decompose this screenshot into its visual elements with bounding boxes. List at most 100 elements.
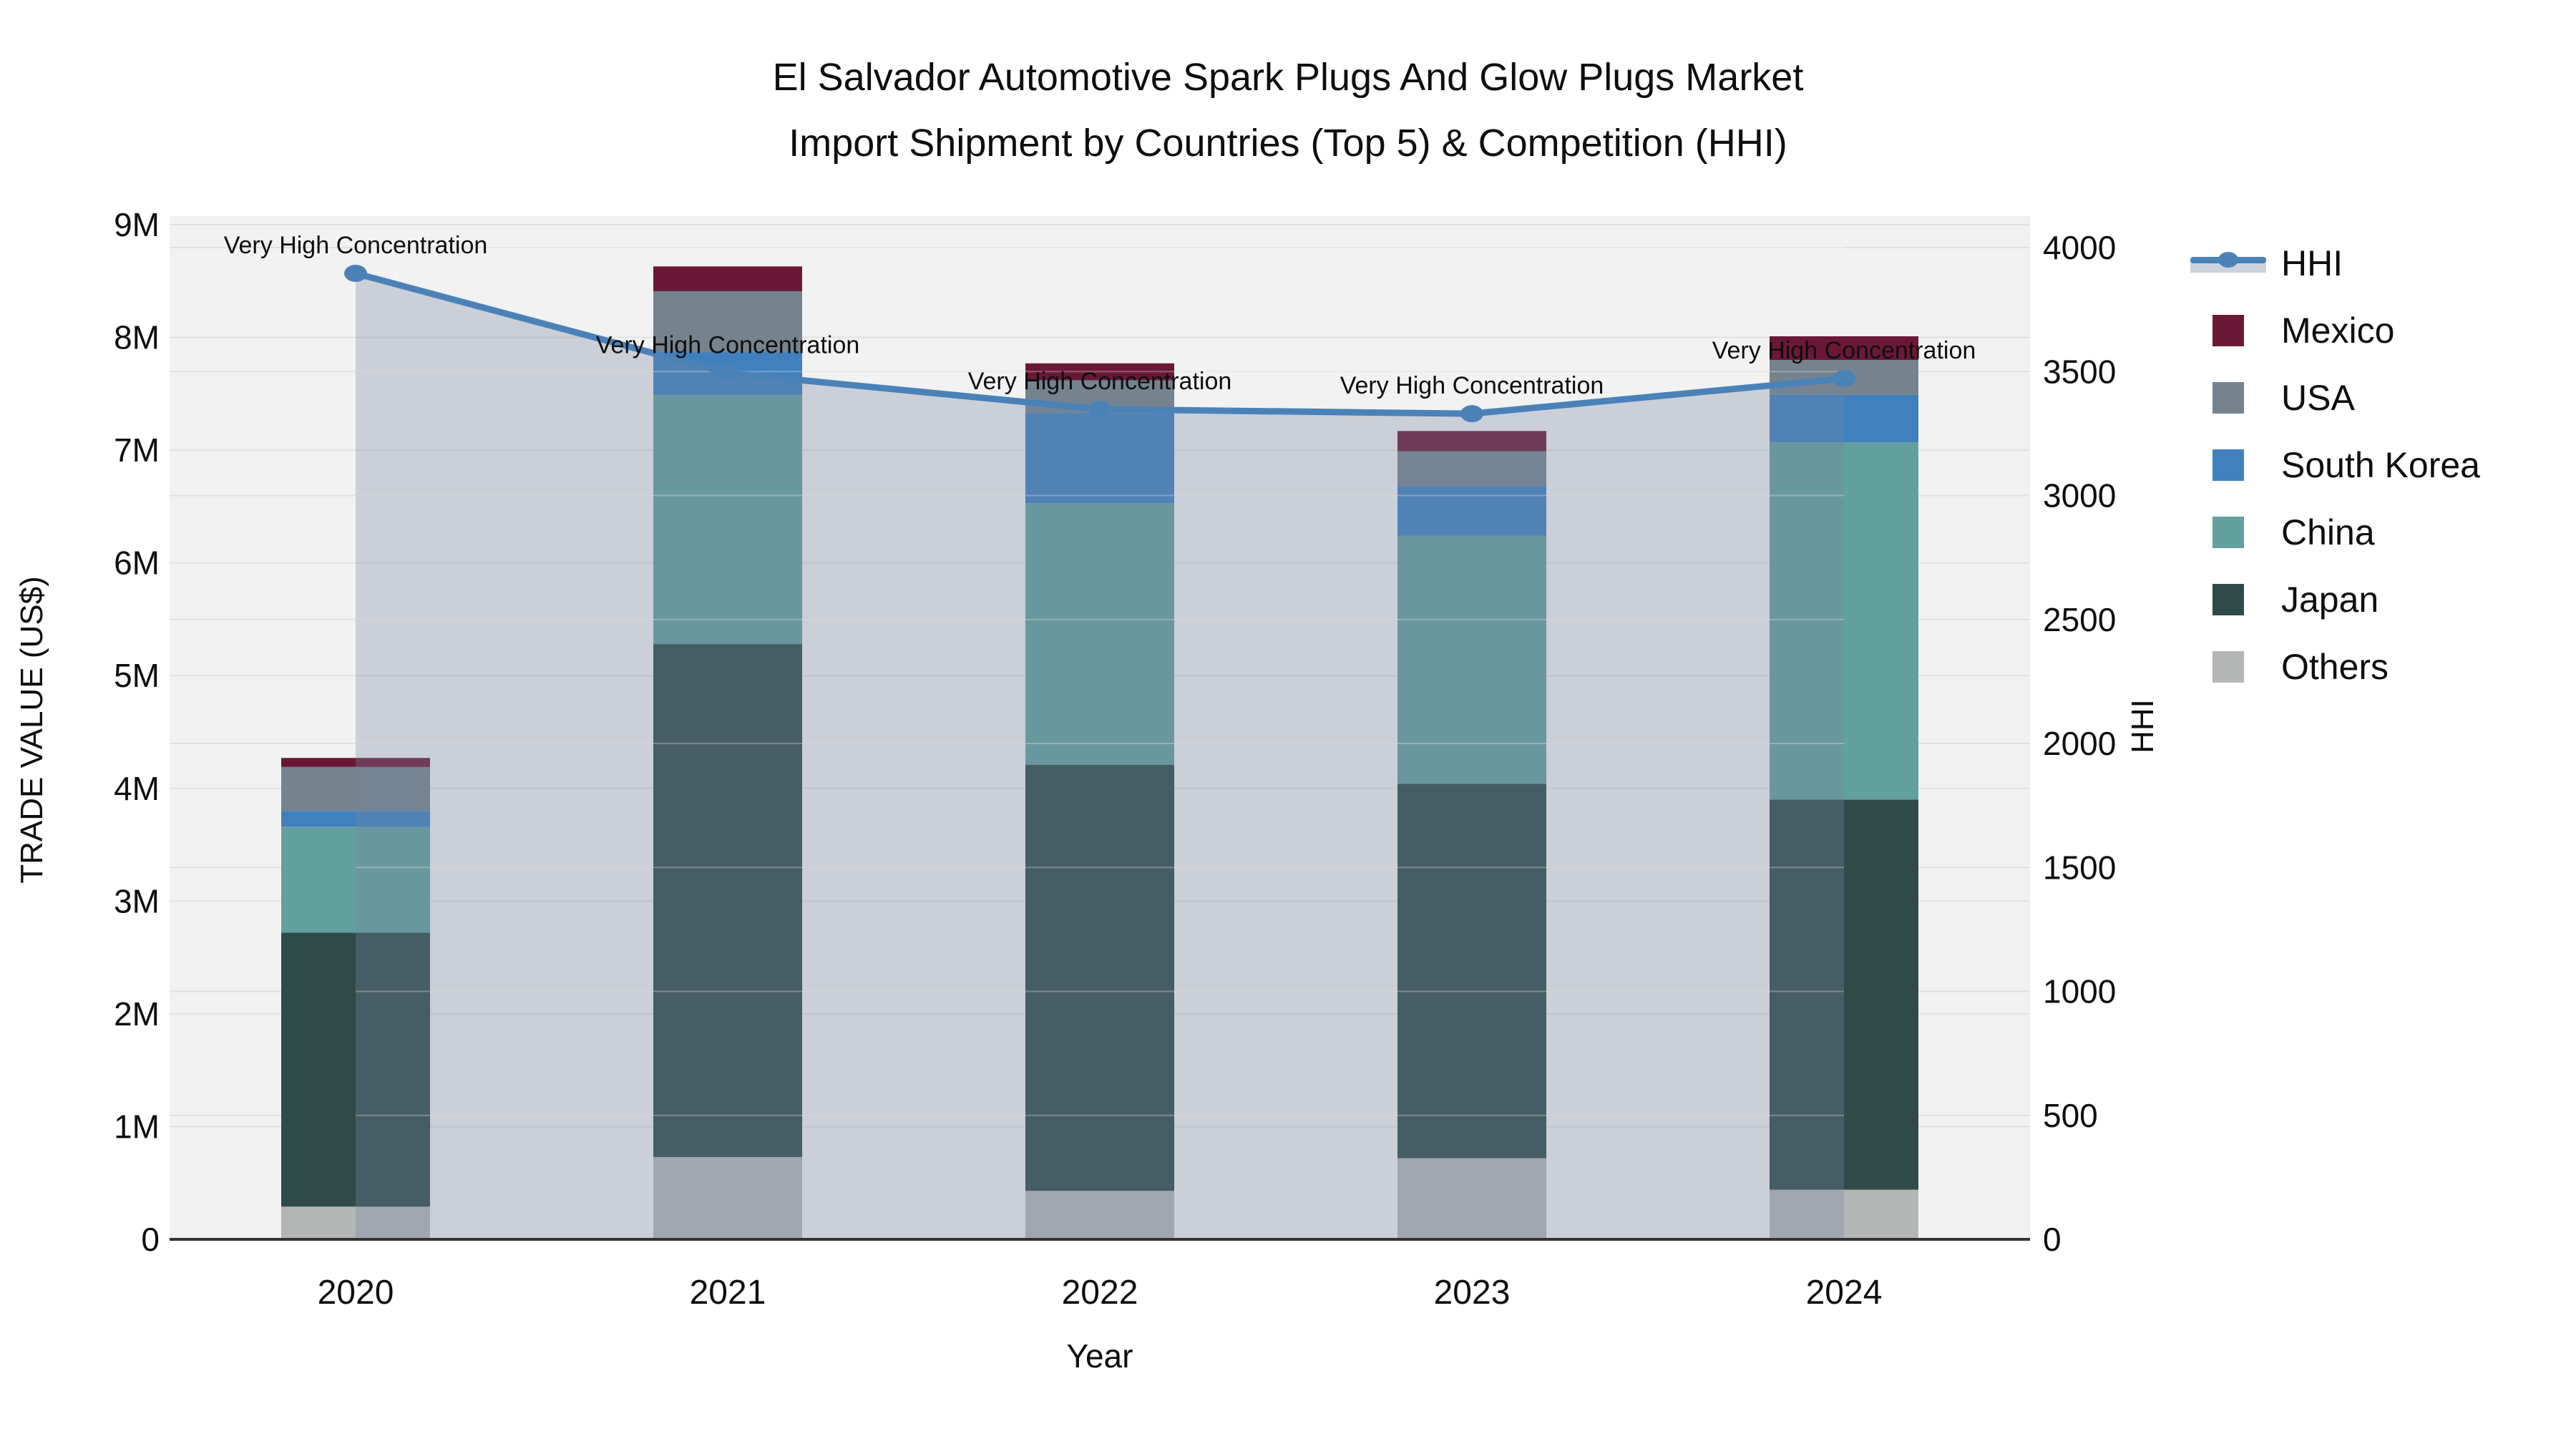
bar-segment-south-korea bbox=[1025, 413, 1174, 504]
legend-color-icon bbox=[2212, 584, 2244, 615]
y-right-tick-label: 1000 bbox=[2043, 973, 2116, 1010]
hhi-area-fill bbox=[356, 273, 1844, 1239]
y-left-tick-label: 7M bbox=[114, 431, 160, 469]
hhi-annotation: Very High Concentration bbox=[1340, 372, 1604, 399]
y-left-tick-label: 9M bbox=[114, 206, 160, 243]
legend-item-japan: Japan bbox=[2188, 566, 2480, 633]
legend-label: Japan bbox=[2281, 580, 2379, 620]
bar-segment-china bbox=[1025, 503, 1174, 765]
y-axis-title-right: HHI bbox=[2125, 699, 2160, 753]
bar-segment-others bbox=[1397, 1158, 1546, 1239]
hhi-dot-icon bbox=[2218, 252, 2238, 268]
legend-label: Mexico bbox=[2281, 311, 2395, 351]
hhi-annotation: Very High Concentration bbox=[224, 232, 488, 259]
legend: HHI Mexico USA South Korea China Japan Others bbox=[2188, 230, 2480, 701]
y-right-tick-label: 0 bbox=[2043, 1221, 2062, 1258]
x-tick-label: 2021 bbox=[690, 1274, 766, 1312]
bar-segment-others bbox=[1025, 1191, 1174, 1239]
y-right-tick-label: 3000 bbox=[2043, 477, 2116, 514]
hhi-marker bbox=[1833, 369, 1855, 387]
bar-segment-china bbox=[1397, 535, 1546, 784]
hhi-marker bbox=[716, 364, 739, 382]
y-left-tick-label: 6M bbox=[114, 545, 160, 582]
legend-label: China bbox=[2281, 512, 2375, 552]
bar-segment-usa bbox=[1397, 451, 1546, 487]
bar-segment-south-korea bbox=[1770, 394, 1918, 443]
hhi-marker bbox=[344, 265, 367, 283]
bar-segment-japan bbox=[1397, 784, 1546, 1158]
x-tick-label: 2024 bbox=[1806, 1274, 1883, 1312]
legend-item-hhi: HHI bbox=[2188, 230, 2480, 297]
y-right-tick-label: 3500 bbox=[2043, 353, 2116, 390]
legend-label: South Korea bbox=[2281, 445, 2480, 485]
x-tick-label: 2022 bbox=[1062, 1274, 1138, 1312]
bar-segment-china bbox=[281, 826, 430, 933]
y-right-tick-label: 2000 bbox=[2043, 725, 2116, 762]
bar-segment-mexico bbox=[1025, 363, 1174, 381]
bar-segment-mexico bbox=[653, 266, 802, 291]
y-left-tick-label: 2M bbox=[114, 995, 160, 1033]
bar-segment-south-korea bbox=[1397, 486, 1546, 536]
legend-box-swatch-icon bbox=[2188, 449, 2268, 481]
bar-segment-usa bbox=[653, 291, 802, 353]
y-left-tick-label: 5M bbox=[114, 657, 160, 694]
hhi-marker bbox=[1088, 400, 1111, 418]
bar-segment-south-korea bbox=[281, 811, 430, 827]
bar-segment-others bbox=[653, 1156, 802, 1239]
y-right-tick-label: 2500 bbox=[2043, 601, 2116, 638]
bar-segment-others bbox=[281, 1206, 430, 1239]
bar-segment-japan bbox=[653, 644, 802, 1157]
bar-segment-mexico bbox=[1770, 336, 1918, 361]
legend-box-swatch-icon bbox=[2188, 584, 2268, 615]
y-right-tick-label: 1500 bbox=[2043, 849, 2116, 886]
legend-box-swatch-icon bbox=[2188, 382, 2268, 414]
legend-color-icon bbox=[2212, 382, 2244, 414]
legend-color-icon bbox=[2212, 449, 2244, 481]
y-left-tick-label: 8M bbox=[114, 319, 160, 356]
y-left-tick-label: 4M bbox=[114, 770, 160, 807]
x-tick-label: 2020 bbox=[318, 1274, 394, 1312]
y-right-tick-label: 4000 bbox=[2043, 229, 2116, 266]
hhi-marker bbox=[1460, 405, 1483, 423]
y-left-tick-label: 3M bbox=[114, 882, 160, 919]
legend-label: Others bbox=[2281, 647, 2389, 687]
y-left-tick-label: 0 bbox=[141, 1221, 160, 1258]
legend-item-usa: USA bbox=[2188, 364, 2480, 431]
chart-title-line2: Import Shipment by Countries (Top 5) & C… bbox=[789, 122, 1787, 165]
bar-segment-japan bbox=[1770, 799, 1918, 1190]
legend-item-china: China bbox=[2188, 499, 2480, 566]
y-left-tick-label: 1M bbox=[114, 1108, 160, 1145]
bar-segment-japan bbox=[1025, 764, 1174, 1191]
chart-title: El Salvador Automotive Spark Plugs And G… bbox=[0, 44, 2576, 176]
hhi-line-icon bbox=[2190, 252, 2266, 273]
x-axis-title: Year bbox=[1066, 1337, 1133, 1375]
legend-color-icon bbox=[2212, 315, 2244, 346]
hhi-annotation: Very High Concentration bbox=[596, 331, 860, 358]
y-right-tick-label: 500 bbox=[2043, 1097, 2098, 1134]
legend-item-mexico: Mexico bbox=[2188, 297, 2480, 364]
chart-title-line1: El Salvador Automotive Spark Plugs And G… bbox=[772, 56, 1804, 99]
bar-segment-usa bbox=[281, 766, 430, 811]
legend-color-icon bbox=[2212, 651, 2244, 683]
bar-segment-mexico bbox=[1397, 431, 1546, 452]
bar-segment-mexico bbox=[281, 758, 430, 767]
legend-item-south-korea: South Korea bbox=[2188, 431, 2480, 499]
bar-segment-china bbox=[1770, 442, 1918, 800]
hhi-annotation: Very High Concentration bbox=[968, 368, 1232, 395]
legend-box-swatch-icon bbox=[2188, 315, 2268, 346]
bar-segment-japan bbox=[281, 932, 430, 1207]
bar-segment-china bbox=[653, 394, 802, 645]
hhi-annotation: Very High Concentration bbox=[1712, 337, 1976, 364]
legend-box-swatch-icon bbox=[2188, 651, 2268, 683]
x-tick-label: 2023 bbox=[1434, 1274, 1511, 1312]
legend-label: HHI bbox=[2281, 243, 2343, 283]
y-axis-title-left: TRADE VALUE (US$) bbox=[14, 576, 49, 884]
legend-box-swatch-icon bbox=[2188, 517, 2268, 548]
bar-segment-others bbox=[1770, 1189, 1918, 1239]
legend-line-swatch-icon bbox=[2188, 252, 2268, 273]
legend-color-icon bbox=[2212, 517, 2244, 548]
legend-item-others: Others bbox=[2188, 633, 2480, 701]
legend-label: USA bbox=[2281, 378, 2355, 418]
